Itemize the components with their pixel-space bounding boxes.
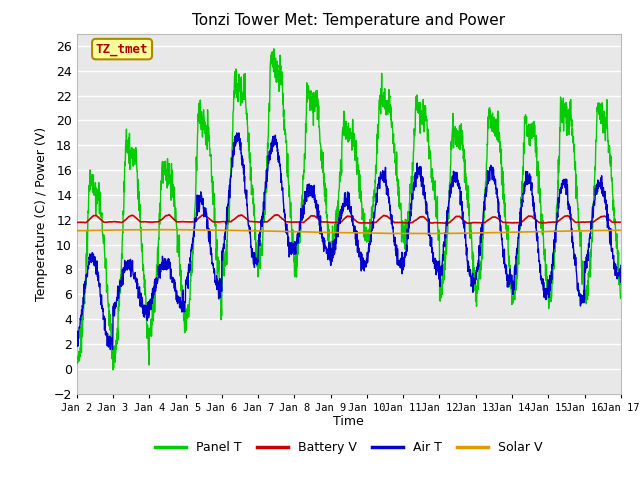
Air T [584,250,592,256]
Air T [570,240,577,245]
Air T [225,188,232,193]
Air T [365,249,372,255]
Text: TZ_tmet: TZ_tmet [96,43,148,56]
Battery V [225,218,232,224]
Solar V [73,228,81,233]
Panel T [617,296,625,301]
Battery V [376,215,384,221]
Battery V [570,217,577,223]
Solar V [365,230,372,236]
Line: Solar V: Solar V [77,229,621,234]
Air T [233,130,241,136]
Panel T [377,111,385,117]
Battery V [508,220,515,226]
Air T [73,328,81,334]
Panel T [570,136,577,142]
Air T [617,263,625,268]
Solar V [376,230,384,236]
Panel T [109,367,117,373]
Solar V [617,228,625,233]
Battery V [617,219,625,225]
Title: Tonzi Tower Met: Temperature and Power: Tonzi Tower Met: Temperature and Power [192,13,506,28]
Panel T [225,203,232,208]
Solar V [584,228,592,234]
Air T [508,278,515,284]
Solar V [422,231,429,237]
Battery V [73,219,81,225]
Solar V [225,228,232,233]
Line: Panel T: Panel T [77,49,621,370]
Line: Battery V: Battery V [77,215,621,223]
Solar V [508,229,515,235]
Solar V [162,227,170,232]
Panel T [270,46,278,52]
Battery V [584,219,592,225]
Solar V [570,228,577,234]
Panel T [73,361,81,367]
Panel T [508,282,515,288]
Battery V [365,220,372,226]
Air T [377,169,385,175]
Panel T [584,270,592,276]
X-axis label: Time: Time [333,415,364,429]
Air T [109,347,116,352]
Line: Air T: Air T [77,133,621,349]
Panel T [365,239,372,244]
Battery V [165,212,173,217]
Battery V [465,220,473,226]
Y-axis label: Temperature (C) / Power (V): Temperature (C) / Power (V) [35,127,48,300]
Legend: Panel T, Battery V, Air T, Solar V: Panel T, Battery V, Air T, Solar V [150,436,548,459]
